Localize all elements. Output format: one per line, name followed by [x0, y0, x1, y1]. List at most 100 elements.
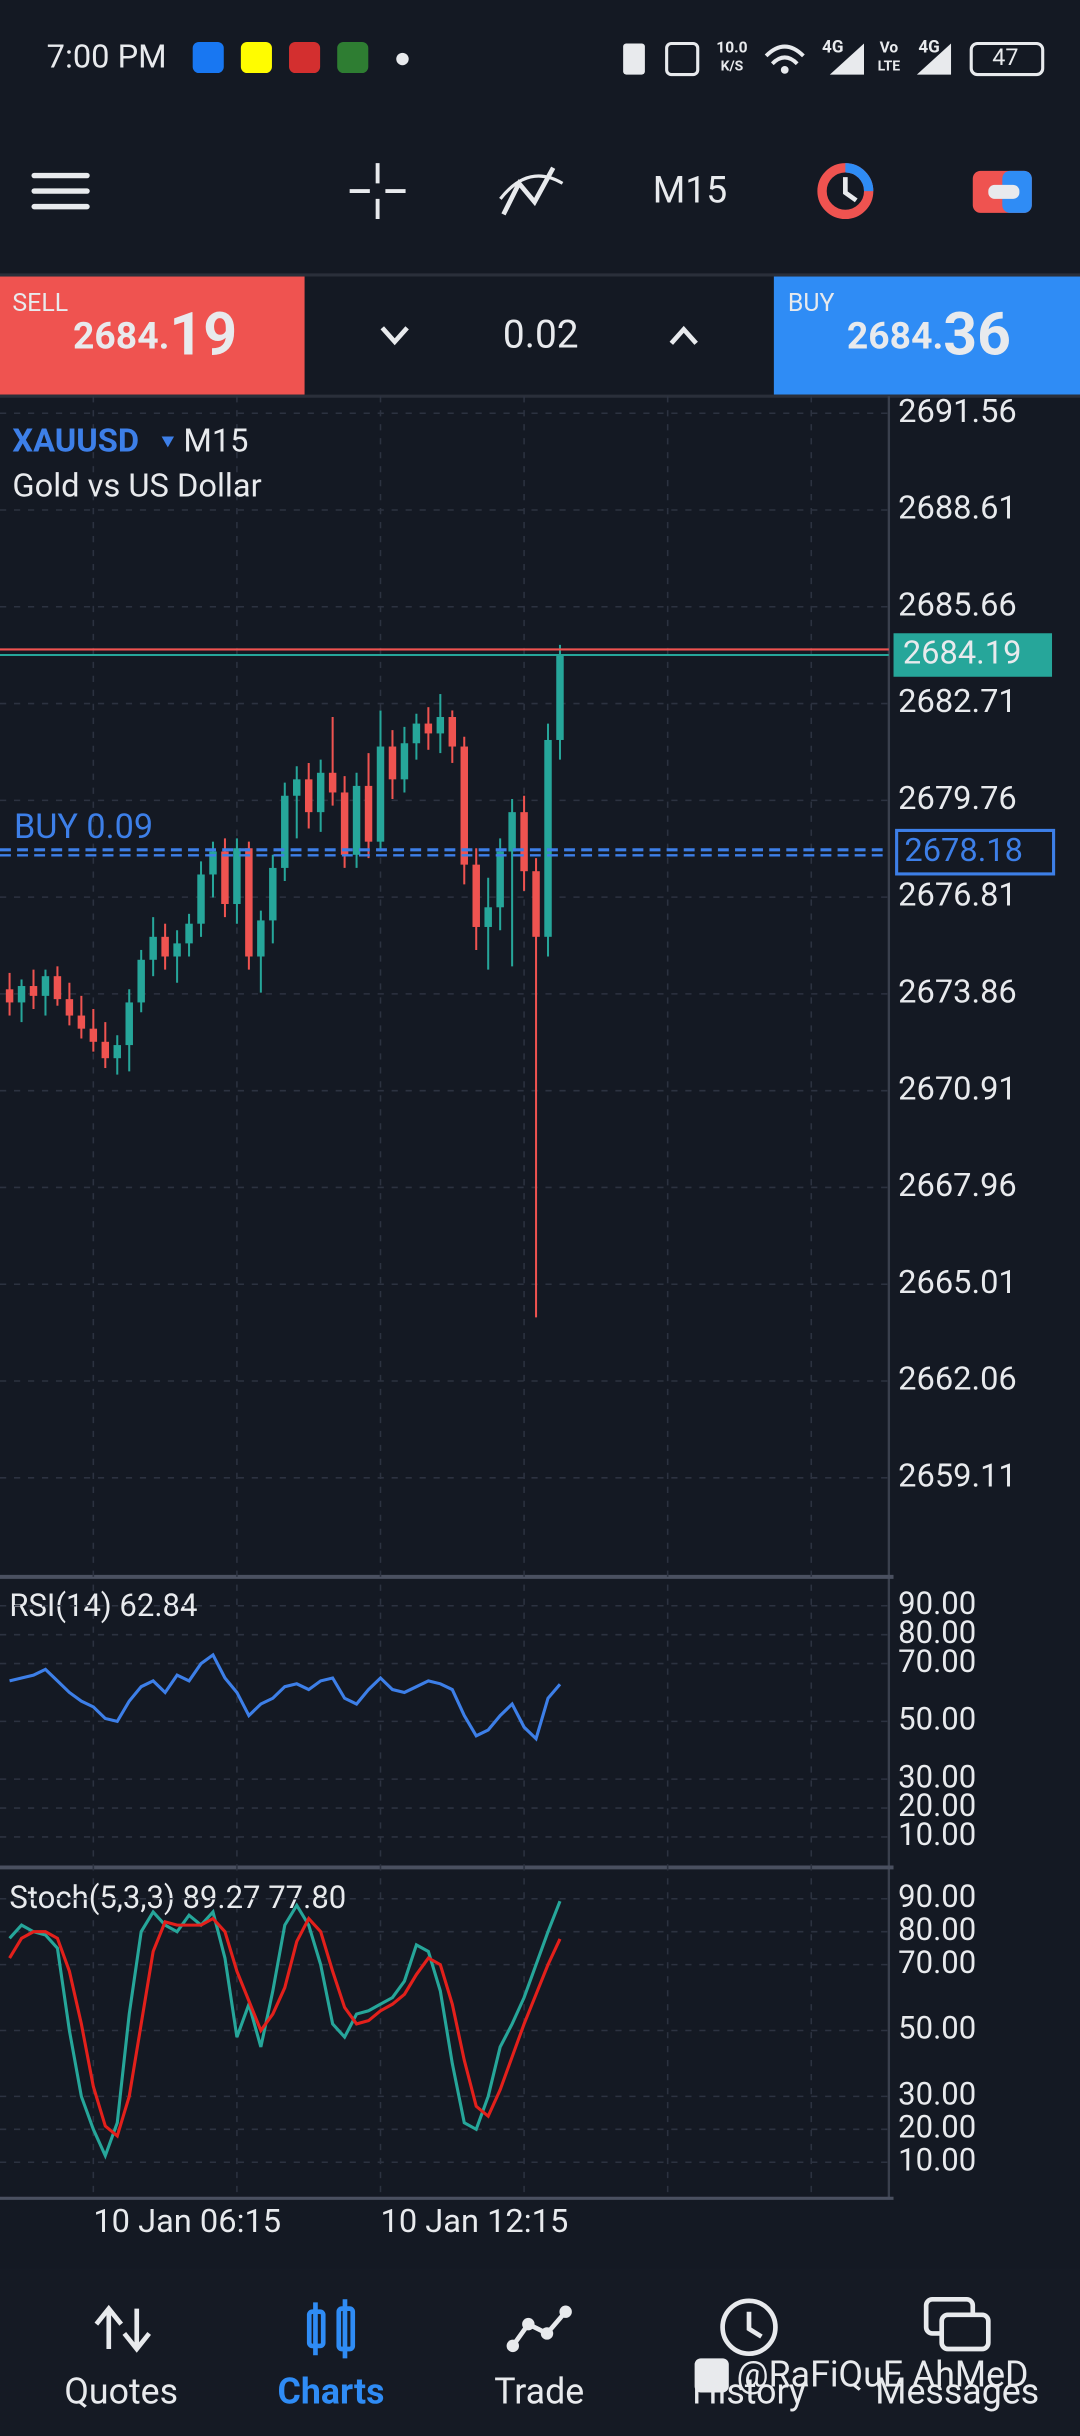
y-tick-label: 80.00 — [898, 1911, 976, 1948]
candle-body — [328, 772, 337, 793]
sell-price-main: 2684. — [73, 315, 169, 359]
bottom-nav — [0, 2268, 1080, 2436]
candle-body — [352, 785, 361, 855]
volume-down-button[interactable] — [380, 326, 409, 346]
y-tick-label: 2670.91 — [898, 1069, 1017, 1107]
candle-body — [484, 907, 492, 927]
y-tick-label: 2667.96 — [898, 1166, 1017, 1204]
candle-body — [221, 851, 229, 905]
chart-timeframe: M15 — [183, 421, 248, 459]
volume-up-button[interactable] — [669, 325, 698, 345]
sell-button[interactable] — [0, 276, 305, 395]
position-price-label: 2678.18 — [904, 831, 1023, 869]
candle-body — [376, 746, 385, 842]
candle-body — [185, 923, 193, 944]
candle-body — [544, 739, 552, 937]
y-tick-label: 2665.01 — [898, 1263, 1017, 1301]
candle-body — [412, 723, 421, 744]
nav-charts-icon[interactable] — [306, 2299, 356, 2359]
sell-price: 2684.19 — [73, 300, 237, 369]
y-tick-label: 80.00 — [898, 1614, 976, 1651]
y-tick-label: 2685.66 — [898, 585, 1017, 623]
objects-button[interactable] — [817, 163, 874, 220]
y-tick-label: 30.00 — [898, 2076, 976, 2113]
y-tick-label: 30.00 — [898, 1758, 976, 1795]
y-tick-label: 50.00 — [898, 1701, 976, 1738]
indicators-button[interactable] — [499, 166, 564, 216]
candle-body — [5, 989, 14, 1003]
buy-label: BUY — [788, 289, 835, 318]
y-tick-label: 2659.11 — [898, 1456, 1017, 1494]
nav-trade-icon[interactable] — [506, 2305, 572, 2353]
buy-price-main: 2684. — [847, 315, 943, 359]
nav-label[interactable]: Trade — [494, 2370, 584, 2412]
candle-body — [65, 999, 74, 1016]
y-tick-label: 10.00 — [898, 1816, 976, 1853]
network-type: 4G — [822, 38, 843, 58]
network-type: 4G — [918, 38, 939, 58]
x-tick-label: 10 Jan 06:15 — [93, 2202, 281, 2240]
y-tick-label: 50.00 — [898, 2010, 976, 2047]
trade-toggle-button[interactable] — [972, 170, 1032, 213]
network-speed-unit: K/S — [721, 58, 744, 74]
candle-body — [173, 943, 181, 957]
nav-label[interactable]: Messages — [875, 2370, 1039, 2412]
sell-price-pips: 19 — [169, 300, 237, 369]
candle-body — [77, 1015, 86, 1029]
y-tick-label: 2673.86 — [898, 973, 1017, 1011]
watermark-icon — [694, 2358, 729, 2393]
indicator-line — [8, 1915, 562, 2139]
menu-button[interactable] — [31, 172, 90, 210]
nav-label[interactable]: Quotes — [64, 2370, 178, 2412]
y-tick-label: 2676.81 — [898, 876, 1017, 914]
candle-body — [388, 746, 397, 780]
volte-top: Vo — [880, 38, 899, 56]
symbol-dropdown[interactable] — [161, 436, 175, 448]
candle-body — [460, 746, 468, 865]
timeframe-button[interactable]: M15 — [653, 168, 727, 212]
nav-history-icon[interactable] — [720, 2298, 778, 2356]
y-tick-label: 2662.06 — [898, 1360, 1017, 1398]
y-tick-label: 20.00 — [898, 1787, 976, 1824]
network-speed: 10.0 — [716, 38, 747, 56]
candle-body — [269, 867, 277, 921]
crosshair-button[interactable] — [349, 163, 406, 220]
y-tick-label: 2679.76 — [898, 779, 1017, 817]
candle-body — [233, 848, 241, 905]
y-tick-label: 90.00 — [898, 1585, 976, 1622]
candle-body — [41, 976, 50, 996]
candle-body — [293, 779, 301, 796]
candle-body — [364, 785, 373, 842]
candle-body — [245, 848, 253, 957]
candle-body — [53, 976, 62, 1000]
candle-body — [125, 1002, 133, 1046]
candle-body — [161, 936, 169, 957]
candle-body — [17, 986, 26, 1003]
nav-messages-icon[interactable] — [923, 2296, 991, 2352]
y-tick-label: 2688.61 — [898, 489, 1017, 527]
buy-price: 2684.36 — [847, 300, 1011, 369]
volte-bottom: LTE — [878, 58, 901, 74]
candle-body — [113, 1045, 121, 1059]
candle-body — [209, 851, 217, 875]
candle-body — [496, 851, 504, 908]
candle-body — [520, 812, 528, 872]
nav-quotes-icon[interactable] — [94, 2304, 152, 2353]
candle-body — [556, 655, 564, 740]
symbol: XAUUSD — [12, 421, 139, 459]
candle-body — [340, 792, 349, 855]
y-tick-label: 70.00 — [898, 1643, 976, 1680]
candle-body — [149, 936, 157, 960]
bid-price-label: 2684.19 — [903, 634, 1022, 672]
nav-label-active[interactable]: Charts — [278, 2370, 385, 2412]
candle-body — [448, 717, 457, 747]
volume-value[interactable]: 0.02 — [503, 312, 579, 357]
watermark: @RaFiQuE AhMeD — [737, 2353, 1029, 2395]
stoch-title: Stoch(5,3,3) 89.27 77.80 — [9, 1879, 346, 1916]
y-tick-label: 70.00 — [898, 1944, 976, 1981]
x-tick-label: 10 Jan 12:15 — [381, 2202, 569, 2240]
buy-button[interactable] — [773, 276, 1080, 395]
